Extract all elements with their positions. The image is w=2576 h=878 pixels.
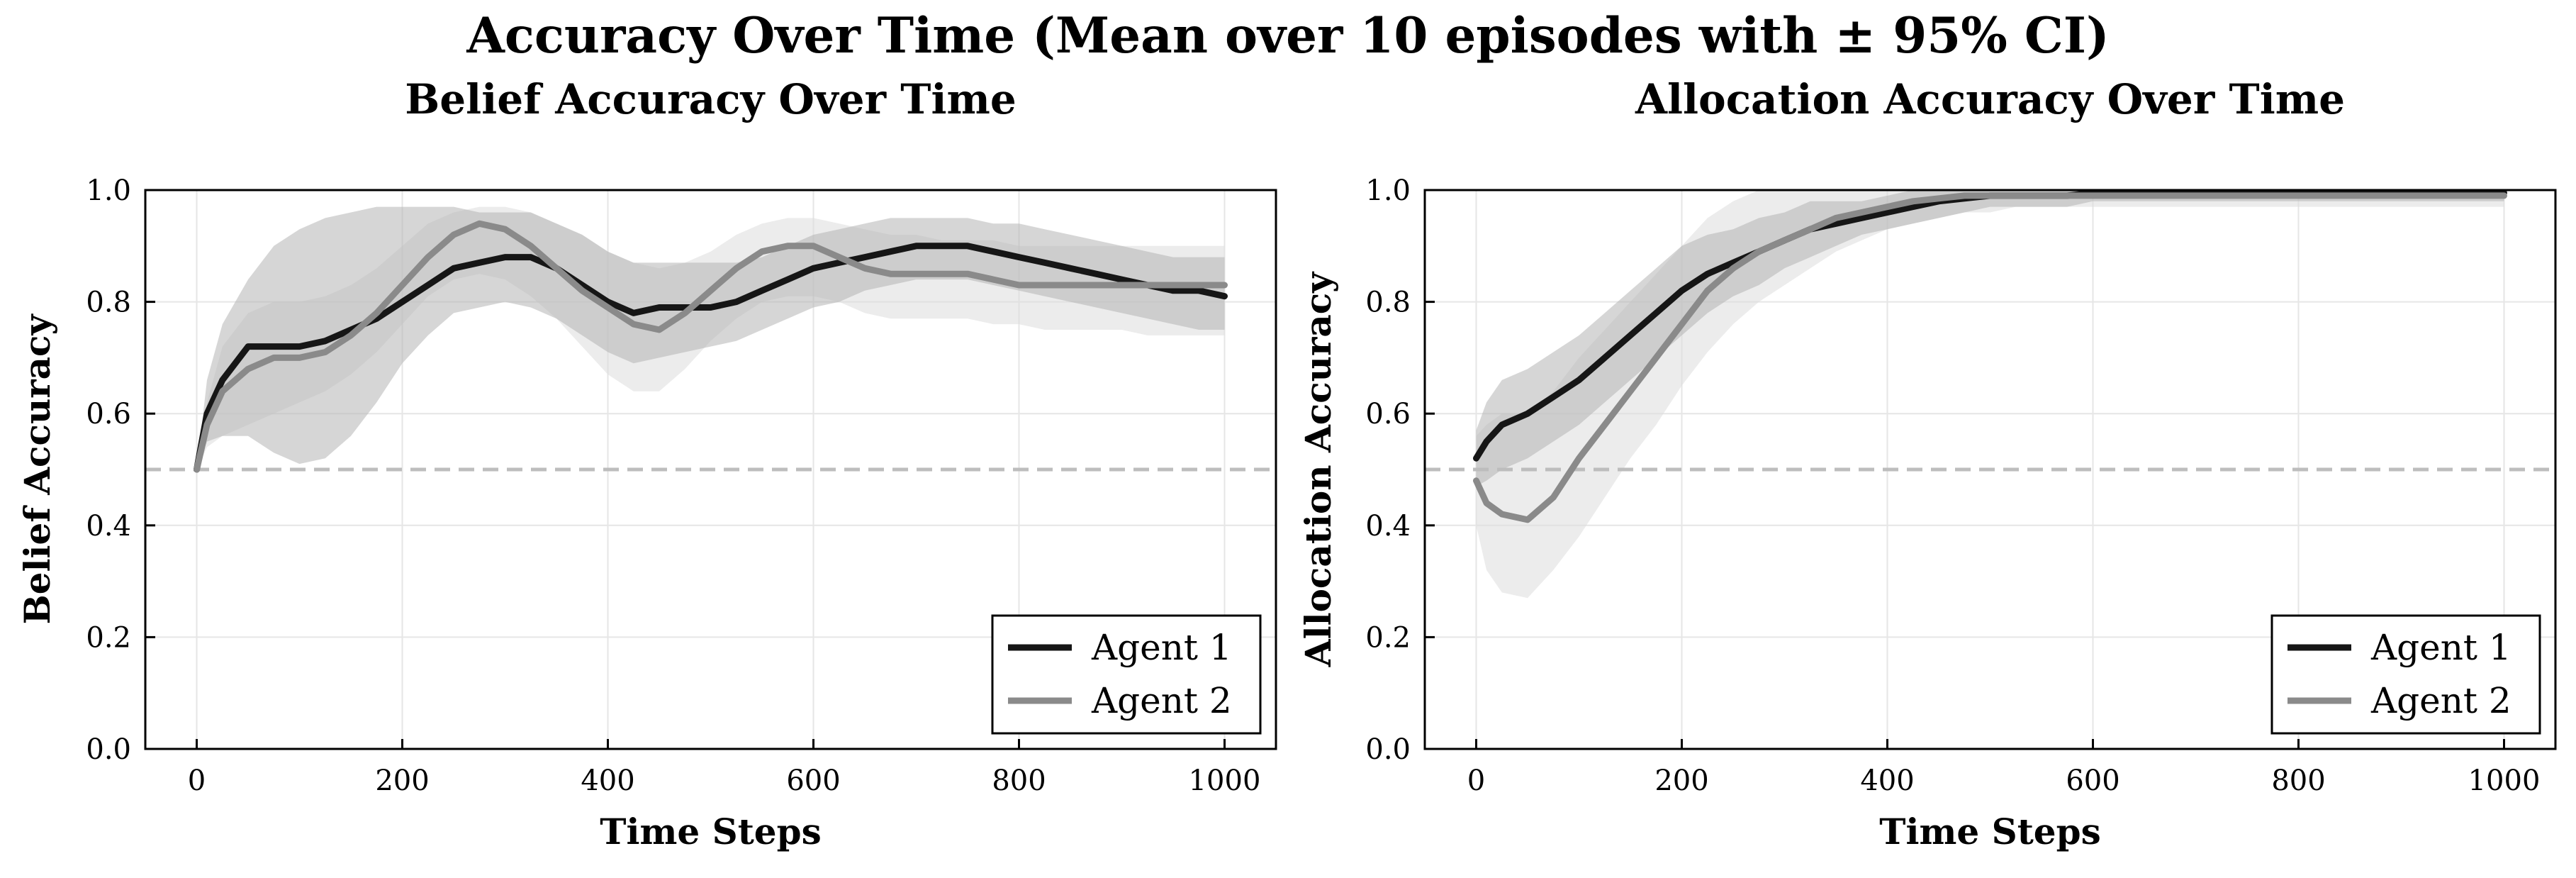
y-tick-label: 0.2	[86, 621, 131, 654]
plot-frame	[1423, 189, 2557, 750]
legend-label-agent-1: Agent 1	[2370, 627, 2511, 668]
y-tick-label: 0.8	[1365, 287, 1411, 319]
y-axis-label: Belief Accuracy	[16, 313, 58, 625]
x-tick-label: 800	[992, 765, 1046, 797]
x-tick-label: 400	[1860, 765, 1914, 797]
chart-panel-2: Allocation Accuracy Over Time 0 200 400 600 8…	[1297, 75, 2557, 852]
x-tick-label: 800	[2271, 765, 2325, 797]
y-tick-label: 0.4	[1365, 510, 1411, 543]
x-tick-label: 600	[2066, 765, 2119, 797]
y-tick-label: 0.6	[1365, 398, 1411, 430]
legend: Agent 1 Agent 2	[2270, 614, 2541, 735]
series-line-agent-2	[194, 220, 1228, 473]
y-tick-label: 1.0	[1365, 174, 1411, 207]
chart-title: Allocation Accuracy Over Time	[1635, 75, 2345, 123]
x-tick-label: 1000	[1189, 765, 1261, 797]
legend-label-agent-2: Agent 2	[2370, 680, 2511, 721]
figure-suptitle: Accuracy Over Time (Mean over 10 episode…	[466, 7, 2110, 65]
x-tick-label: 200	[375, 765, 429, 797]
x-tick-label: 600	[786, 765, 840, 797]
x-tick-label: 400	[581, 765, 634, 797]
x-axis-label: Time Steps	[1879, 811, 2100, 852]
x-axis-label: Time Steps	[600, 811, 821, 852]
series-line-agent-1	[194, 243, 1228, 473]
legend: Agent 1 Agent 2	[991, 614, 1262, 735]
y-tick-label: 0.4	[86, 510, 131, 543]
chart-panel-1: Belief Accuracy Over Time 0 200 400 600 800 10…	[16, 75, 1277, 852]
chart-title: Belief Accuracy Over Time	[405, 75, 1017, 123]
y-tick-label: 0.0	[1365, 733, 1411, 766]
y-tick-label: 0.0	[86, 733, 131, 766]
y-tick-label: 0.2	[1365, 621, 1411, 654]
x-tick-label: 0	[1467, 765, 1485, 797]
y-axis-label: Allocation Accuracy	[1297, 271, 1339, 667]
legend-label-agent-2: Agent 2	[1091, 680, 1232, 721]
plot-frame	[144, 189, 1277, 750]
x-tick-label: 200	[1654, 765, 1708, 797]
legend-box	[2270, 614, 2541, 735]
y-tick-label: 0.6	[86, 398, 131, 430]
series-line-agent-2	[1473, 192, 2507, 523]
x-tick-label: 1000	[2468, 765, 2541, 797]
legend-label-agent-1: Agent 1	[1091, 627, 1232, 668]
y-tick-label: 0.8	[86, 287, 131, 319]
y-tick-label: 1.0	[86, 174, 131, 207]
legend-box	[991, 614, 1262, 735]
x-tick-label: 0	[188, 765, 206, 797]
